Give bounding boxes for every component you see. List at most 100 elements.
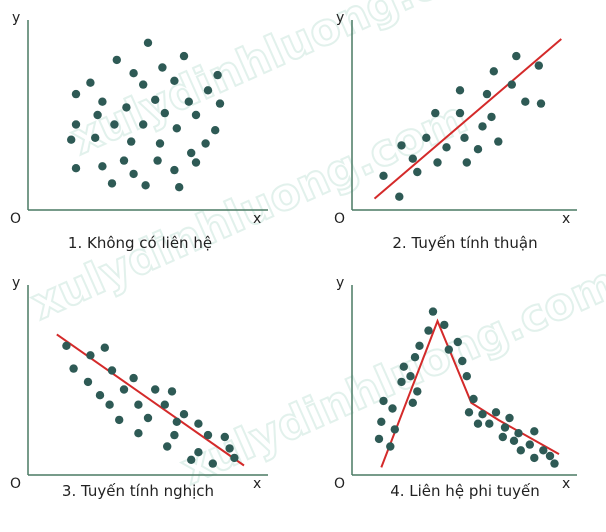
data-point [408, 154, 417, 163]
data-point [379, 171, 388, 180]
data-point [172, 124, 181, 133]
data-point [482, 89, 492, 99]
data-point [525, 440, 534, 449]
data-point [71, 120, 81, 129]
x-axis-label: x [253, 211, 261, 227]
origin-label: O [10, 211, 21, 227]
panel-caption: 1. Không có liên hệ [68, 234, 212, 252]
data-point [505, 413, 514, 423]
watermark-logo-bottom: xulydinhluong.com [174, 257, 606, 495]
data-point [139, 80, 148, 89]
data-point [127, 137, 136, 146]
data-point [215, 99, 225, 108]
data-point [539, 446, 548, 455]
panel-caption: 2. Tuyến tính thuận [392, 234, 537, 252]
data-point [119, 156, 129, 165]
data-point [115, 415, 124, 425]
data-point [110, 120, 119, 129]
data-point [213, 70, 222, 80]
data-point [170, 165, 179, 175]
data-point [170, 430, 179, 440]
data-point [167, 387, 177, 396]
data-point [514, 429, 523, 438]
data-point [442, 143, 451, 152]
scatter-panel-4: y x O 4. Liên hệ phi tuyến [334, 275, 577, 500]
data-point [187, 148, 196, 158]
data-point [220, 432, 229, 442]
data-point [415, 341, 424, 350]
data-point [191, 110, 201, 120]
data-point [530, 453, 539, 463]
data-point [129, 69, 138, 78]
data-point [225, 444, 234, 453]
data-point [377, 417, 386, 426]
data-point [208, 459, 217, 468]
data-point [151, 95, 160, 105]
data-point [509, 436, 519, 445]
y-axis-label: y [12, 10, 20, 26]
data-point [460, 133, 469, 142]
data-point [86, 78, 95, 87]
data-point [545, 451, 555, 461]
data-point [105, 400, 114, 409]
data-point [98, 97, 107, 106]
data-point [489, 67, 498, 76]
data-point [83, 377, 93, 387]
data-point [433, 158, 442, 167]
scatter-panel-3: y x O 3. Tuyến tính nghịch [10, 275, 268, 500]
data-point [491, 408, 501, 417]
data-point [139, 120, 148, 129]
data-point [390, 425, 399, 434]
data-point [462, 372, 471, 381]
data-point [536, 99, 546, 108]
data-point [512, 51, 521, 61]
origin-label: O [10, 476, 21, 492]
data-point [386, 442, 395, 451]
data-point [179, 410, 189, 419]
data-point [153, 156, 162, 165]
data-point [175, 183, 184, 192]
data-point [388, 404, 397, 413]
data-point [69, 364, 78, 373]
data-point [122, 103, 131, 112]
data-point [424, 326, 433, 335]
panel-caption: 4. Liên hệ phi tuyến [390, 482, 540, 500]
data-point [62, 341, 71, 350]
data-point [487, 112, 496, 122]
origin-label: O [334, 476, 345, 492]
data-point [203, 430, 213, 440]
data-point [521, 97, 530, 106]
data-point [143, 38, 153, 47]
data-point [230, 453, 239, 463]
data-point [134, 429, 143, 438]
data-point [530, 427, 539, 436]
data-point [455, 86, 465, 95]
data-point [160, 400, 169, 409]
data-point [95, 391, 105, 400]
data-point [379, 396, 388, 406]
data-point [187, 455, 196, 464]
data-point [91, 133, 100, 142]
data-point [469, 394, 478, 404]
data-point [151, 385, 160, 394]
data-point [184, 97, 193, 106]
origin-label: O [334, 211, 345, 227]
data-point [534, 61, 543, 70]
data-point [478, 410, 487, 419]
data-point [473, 419, 483, 428]
trend-line [373, 38, 562, 200]
data-point [455, 108, 465, 118]
data-point [194, 419, 203, 428]
data-point [143, 413, 153, 423]
data-point [129, 169, 138, 179]
data-point [179, 51, 189, 61]
data-point [464, 408, 474, 417]
data-point [395, 192, 404, 201]
data-point [422, 133, 431, 142]
data-point [431, 108, 440, 118]
data-point [172, 417, 181, 426]
data-point [410, 353, 420, 362]
data-point [458, 356, 467, 366]
data-point [485, 419, 494, 428]
